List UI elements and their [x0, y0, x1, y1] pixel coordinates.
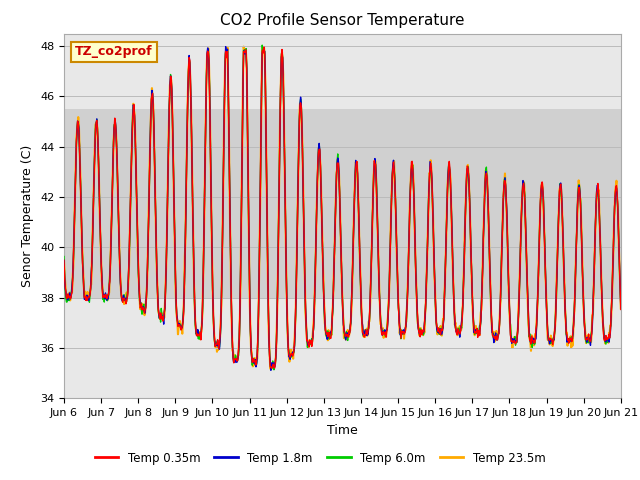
Title: CO2 Profile Sensor Temperature: CO2 Profile Sensor Temperature: [220, 13, 465, 28]
Text: TZ_co2prof: TZ_co2prof: [75, 46, 153, 59]
Bar: [64, 109, 621, 298]
Legend: Temp 0.35m, Temp 1.8m, Temp 6.0m, Temp 23.5m: Temp 0.35m, Temp 1.8m, Temp 6.0m, Temp 2…: [90, 447, 550, 469]
Y-axis label: Senor Temperature (C): Senor Temperature (C): [22, 145, 35, 287]
X-axis label: Time: Time: [327, 424, 358, 437]
